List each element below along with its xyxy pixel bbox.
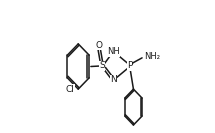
Text: NH₂: NH₂ bbox=[144, 52, 160, 61]
Text: O: O bbox=[95, 41, 102, 50]
Text: N: N bbox=[110, 75, 117, 84]
Text: Cl: Cl bbox=[66, 85, 75, 94]
Text: S: S bbox=[99, 61, 105, 70]
Text: NH: NH bbox=[107, 47, 120, 56]
Text: P: P bbox=[127, 61, 132, 70]
